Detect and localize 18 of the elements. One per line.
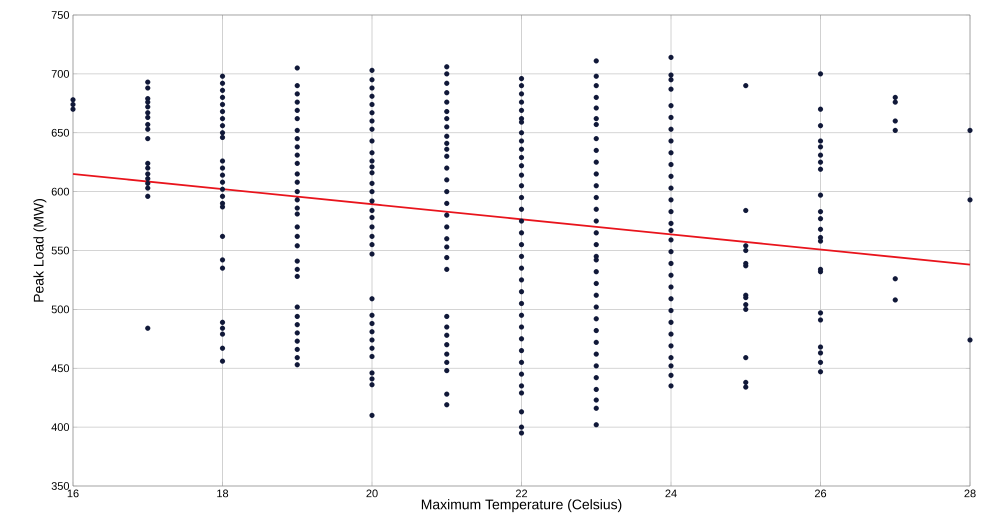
y-tick-label: 350 <box>52 482 70 490</box>
x-tick-label: 16 <box>68 490 79 498</box>
y-tick-label: 500 <box>52 306 70 314</box>
y-tick-label: 700 <box>52 70 70 78</box>
x-tick-label: 18 <box>217 490 228 498</box>
y-axis-title: Peak Load (MW) <box>33 199 46 302</box>
x-tick-label: 28 <box>964 490 976 498</box>
x-tick-label: 26 <box>814 490 826 498</box>
y-tick-label: 750 <box>52 11 70 19</box>
y-tick-label: 550 <box>52 246 70 254</box>
y-tick-label: 450 <box>51 364 70 372</box>
x-axis-title: Maximum Temperature (Celsius) <box>422 499 622 512</box>
x-tick-label: 22 <box>516 490 528 498</box>
y-tick-label: 400 <box>51 423 70 432</box>
x-tick-label: 20 <box>366 490 378 498</box>
y-tick-label: 650 <box>52 128 70 137</box>
x-tick-label: 24 <box>665 490 677 498</box>
y-tick-label: 600 <box>52 188 70 196</box>
